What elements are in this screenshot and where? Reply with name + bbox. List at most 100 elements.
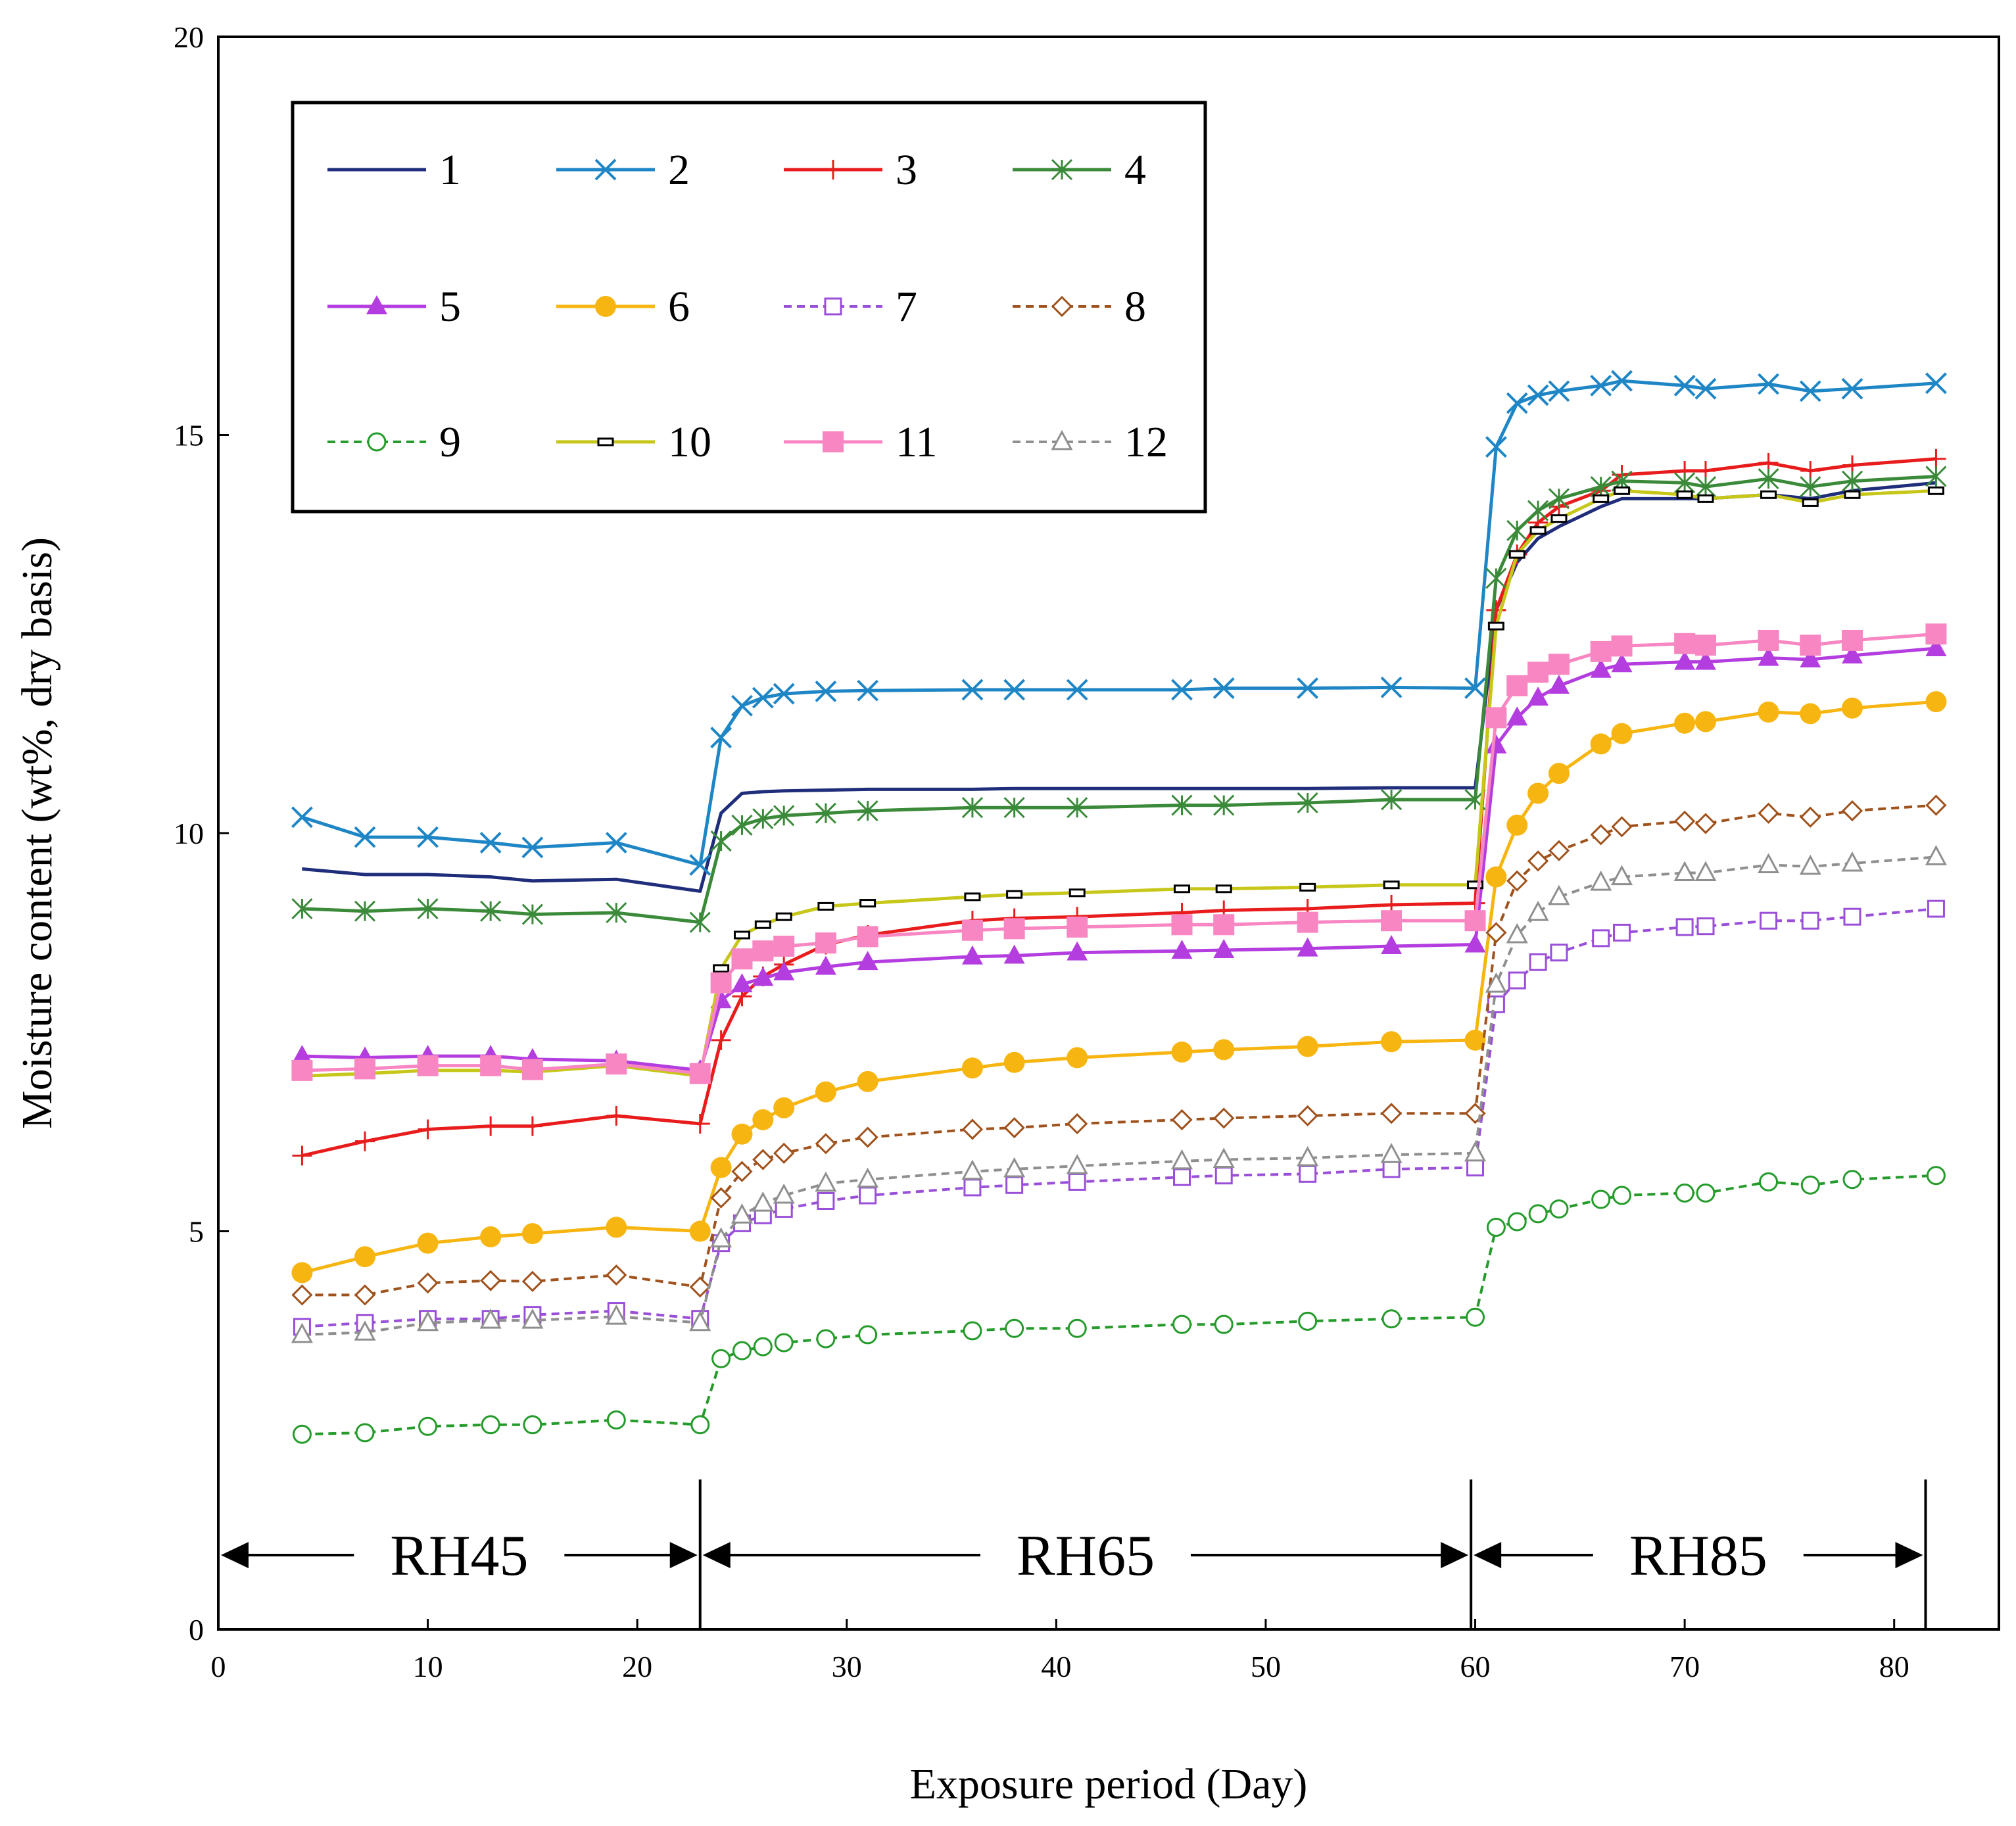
marker-triangle-open: [1506, 923, 1528, 944]
marker-square: [815, 932, 836, 954]
marker-circle: [1527, 782, 1549, 804]
marker-triangle: [1485, 734, 1507, 754]
marker-x: [710, 727, 732, 749]
marker-stroke: [1212, 677, 1235, 700]
marker-square: [1925, 623, 1947, 645]
marker-square-open: [1696, 917, 1715, 936]
marker-dash: [1215, 884, 1232, 894]
marker-square-open: [1214, 1166, 1233, 1185]
marker-triangle-open: [1003, 1157, 1026, 1178]
marker-triangle-open: [815, 1171, 837, 1192]
marker-asterisk: [606, 902, 627, 924]
marker-x: [1171, 679, 1193, 701]
marker-circle: [595, 296, 616, 317]
marker-circle-open: [1381, 1309, 1401, 1329]
marker-triangle-open: [1673, 861, 1696, 882]
marker-square-open: [1550, 944, 1568, 962]
marker-x: [731, 694, 753, 717]
marker-triangle-open: [1758, 853, 1780, 873]
marker-square-open: [1843, 907, 1861, 926]
marker-square-open: [1173, 1168, 1191, 1186]
marker-x: [1485, 436, 1507, 458]
marker-circle-open: [711, 1349, 731, 1368]
marker-circle-open: [774, 1333, 794, 1353]
marker-triangle-open: [857, 1167, 879, 1188]
marker-x: [1212, 677, 1235, 700]
marker-diamond-open: [1548, 840, 1570, 861]
marker-x: [752, 686, 774, 709]
marker-dash: [1529, 526, 1547, 535]
marker-square: [521, 1059, 543, 1080]
marker-circle: [1381, 1031, 1403, 1053]
marker-circle: [1067, 1047, 1088, 1069]
marker-triangle-open: [521, 1308, 544, 1329]
marker-dash: [1550, 514, 1568, 523]
marker-circle: [1841, 697, 1863, 719]
marker-dash: [775, 912, 792, 921]
marker-circle: [1003, 1051, 1025, 1073]
marker-triangle-open: [1212, 1147, 1235, 1168]
series-line-4: [302, 475, 1936, 925]
marker-dash: [859, 899, 876, 908]
legend-item-5: 5: [327, 283, 461, 331]
marker-triangle: [961, 945, 983, 965]
marker-plus: [711, 1030, 731, 1050]
marker-triangle-open: [1527, 900, 1549, 921]
legend-item-11: 11: [784, 418, 938, 466]
marker-dash: [1614, 486, 1631, 495]
marker-circle: [606, 1216, 627, 1238]
marker-triangle: [1171, 940, 1193, 959]
marker-x: [521, 836, 544, 859]
marker-asterisk: [689, 911, 711, 933]
marker-asterisk: [731, 814, 753, 836]
legend-label: 4: [1124, 146, 1146, 194]
marker-asterisk: [354, 900, 376, 922]
marker-asterisk: [1694, 476, 1717, 498]
data-series: [291, 370, 1947, 1444]
marker-dash: [754, 920, 771, 929]
marker-circle: [815, 1081, 836, 1103]
series-5: [291, 637, 1947, 1078]
marker-square-open: [1760, 911, 1778, 930]
marker-square: [1485, 707, 1507, 729]
marker-triangle: [1213, 939, 1235, 959]
y-tick-label: 15: [174, 419, 204, 452]
marker-diamond-open: [1694, 813, 1717, 834]
marker-triangle-open: [1464, 1141, 1487, 1162]
marker-circle: [1485, 866, 1507, 888]
marker-x: [1799, 380, 1821, 402]
marker-plus: [690, 1114, 710, 1134]
marker-dash: [1760, 490, 1777, 499]
marker-circle-open: [1172, 1314, 1192, 1334]
region-arrow-head-left: [1474, 1542, 1502, 1568]
marker-dash: [597, 437, 614, 446]
marker-diamond-open: [1051, 295, 1073, 318]
marker-circle: [480, 1226, 502, 1247]
marker-stroke: [752, 686, 774, 709]
legend-item-2: 2: [556, 146, 690, 194]
marker-dash: [1697, 494, 1714, 503]
legend-label: 9: [439, 418, 461, 466]
series-4: [291, 466, 1947, 933]
marker-x: [1673, 375, 1696, 396]
region-arrow-head-left: [221, 1542, 249, 1568]
marker-circle-open: [1549, 1199, 1569, 1219]
marker-diamond-open: [606, 1264, 627, 1286]
marker-x: [1611, 370, 1633, 392]
marker-triangle: [366, 295, 387, 314]
marker-square: [1694, 635, 1716, 656]
region-arrow-head-right: [669, 1542, 698, 1568]
marker-square-open: [1529, 953, 1547, 971]
x-tick-label: 60: [1460, 1650, 1491, 1683]
y-tick-label: 0: [189, 1613, 204, 1646]
marker-stroke: [594, 158, 617, 181]
marker-square: [752, 940, 774, 962]
marker-x: [605, 832, 627, 853]
legend-item-12: 12: [1013, 418, 1168, 466]
marker-circle-open: [753, 1337, 773, 1357]
marker-diamond-open: [521, 1270, 544, 1292]
marker-x: [417, 826, 439, 848]
marker-diamond-open: [291, 1284, 313, 1306]
marker-asterisk: [1485, 567, 1507, 589]
